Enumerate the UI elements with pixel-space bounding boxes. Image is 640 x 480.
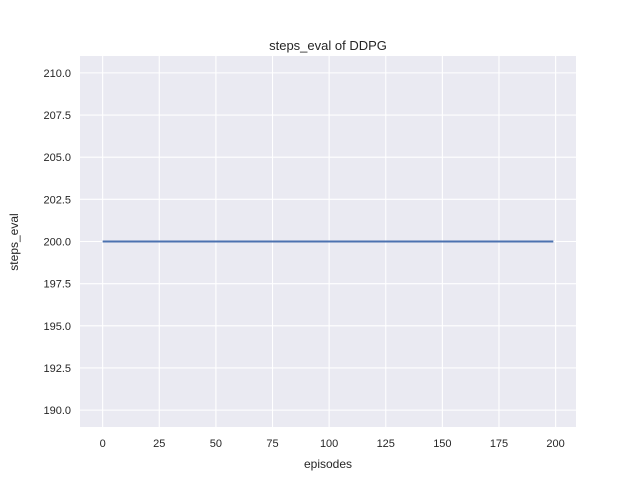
x-tick-label: 200 [546,438,564,450]
x-tick-label: 150 [433,438,451,450]
y-tick-labels: 190.0 192.5 195.0 197.5 200.0 202.5 205.0 207.5… [43,68,71,417]
x-tick-label: 75 [266,438,278,450]
chart-title: steps_eval of DDPG [269,38,387,53]
x-axis-label: episodes [304,457,352,471]
x-tick-label: 50 [210,438,222,450]
x-tick-label: 0 [100,438,106,450]
x-tick-label: 100 [320,438,338,450]
y-tick-label: 207.5 [43,110,71,122]
y-tick-label: 200.0 [43,237,71,249]
x-tick-label: 125 [377,438,395,450]
y-tick-label: 195.0 [43,321,71,333]
y-tick-label: 190.0 [43,405,71,417]
y-axis-label: steps_eval [7,213,21,270]
y-tick-label: 205.0 [43,152,71,164]
y-tick-label: 202.5 [43,194,71,206]
x-tick-labels: 0 25 50 75 100 125 150 175 200 [100,438,565,450]
y-tick-label: 197.5 [43,279,71,291]
y-tick-label: 192.5 [43,363,71,375]
x-tick-label: 25 [153,438,165,450]
y-tick-label: 210.0 [43,68,71,80]
x-tick-label: 175 [490,438,508,450]
